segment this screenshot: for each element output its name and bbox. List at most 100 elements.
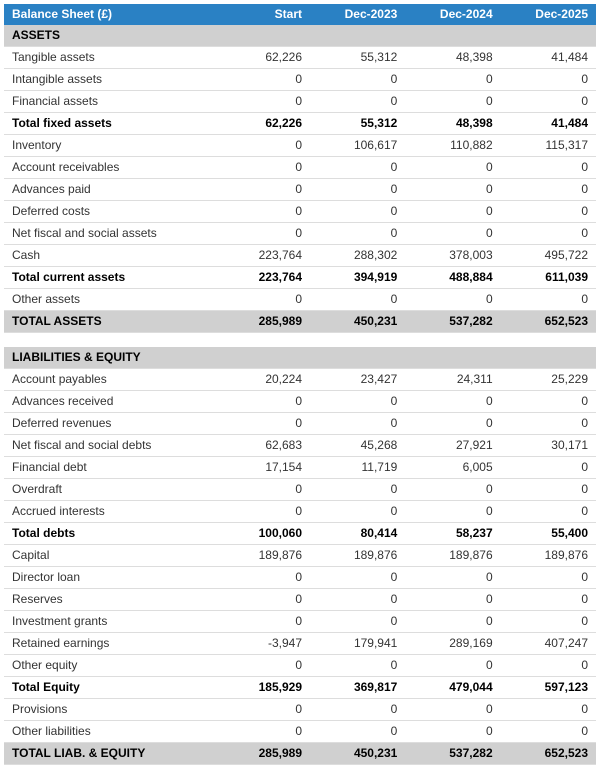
col-header: Dec-2023: [310, 4, 405, 25]
cell-value: 0: [405, 479, 500, 501]
cell-value: 0: [310, 721, 405, 743]
cell-value: 189,876: [310, 545, 405, 567]
cell-value: 24,311: [405, 369, 500, 391]
cell-value: 0: [215, 223, 310, 245]
cell-value: 0: [405, 201, 500, 223]
cell-value: 0: [310, 69, 405, 91]
cell-value: 110,882: [405, 135, 500, 157]
row-label: Reserves: [4, 589, 215, 611]
table-row: Financial assets0000: [4, 91, 596, 113]
cell-value: 0: [405, 179, 500, 201]
cell-value: 0: [310, 413, 405, 435]
section-label: LIABILITIES & EQUITY: [4, 347, 596, 369]
cell-value: 0: [405, 223, 500, 245]
cell-value: 378,003: [405, 245, 500, 267]
cell-value: 25,229: [501, 369, 596, 391]
cell-value: 488,884: [405, 267, 500, 289]
cell-value: 23,427: [310, 369, 405, 391]
table-row: Account receivables0000: [4, 157, 596, 179]
cell-value: 0: [310, 201, 405, 223]
row-label: Deferred costs: [4, 201, 215, 223]
cell-value: 0: [501, 567, 596, 589]
cell-value: 0: [501, 457, 596, 479]
cell-value: 0: [215, 479, 310, 501]
cell-value: 0: [215, 69, 310, 91]
cell-value: 11,719: [310, 457, 405, 479]
cell-value: 17,154: [215, 457, 310, 479]
cell-value: 62,683: [215, 435, 310, 457]
cell-value: 0: [405, 69, 500, 91]
table-row: Advances paid0000: [4, 179, 596, 201]
table-row: LIABILITIES & EQUITY: [4, 347, 596, 369]
cell-value: 27,921: [405, 435, 500, 457]
cell-value: 0: [405, 589, 500, 611]
table-row: ASSETS: [4, 25, 596, 47]
cell-value: 0: [310, 479, 405, 501]
cell-value: 0: [215, 135, 310, 157]
cell-value: 479,044: [405, 677, 500, 699]
table-row: Financial debt17,15411,7196,0050: [4, 457, 596, 479]
table-row: Cash223,764288,302378,003495,722: [4, 245, 596, 267]
cell-value: 0: [310, 179, 405, 201]
cell-value: 45,268: [310, 435, 405, 457]
cell-value: 0: [215, 611, 310, 633]
cell-value: 0: [215, 201, 310, 223]
cell-value: 0: [405, 501, 500, 523]
cell-value: 55,400: [501, 523, 596, 545]
cell-value: 0: [215, 289, 310, 311]
table-row: Deferred costs0000: [4, 201, 596, 223]
row-label: Other equity: [4, 655, 215, 677]
cell-value: 0: [501, 721, 596, 743]
cell-value: 652,523: [501, 311, 596, 333]
cell-value: 0: [215, 699, 310, 721]
cell-value: 285,989: [215, 311, 310, 333]
cell-value: 62,226: [215, 113, 310, 135]
col-header: Dec-2025: [501, 4, 596, 25]
cell-value: 289,169: [405, 633, 500, 655]
cell-value: 0: [405, 567, 500, 589]
table-row: Total fixed assets62,22655,31248,39841,4…: [4, 113, 596, 135]
cell-value: 285,989: [215, 743, 310, 765]
table-row: Provisions0000: [4, 699, 596, 721]
cell-value: 58,237: [405, 523, 500, 545]
cell-value: 179,941: [310, 633, 405, 655]
cell-value: 0: [405, 157, 500, 179]
table-row: Total Equity185,929369,817479,044597,123: [4, 677, 596, 699]
table-row: Account payables20,22423,42724,31125,229: [4, 369, 596, 391]
row-label: Overdraft: [4, 479, 215, 501]
col-header: Dec-2024: [405, 4, 500, 25]
cell-value: 597,123: [501, 677, 596, 699]
table-row: TOTAL LIAB. & EQUITY285,989450,231537,28…: [4, 743, 596, 765]
cell-value: 537,282: [405, 311, 500, 333]
row-label: Other liabilities: [4, 721, 215, 743]
table-row: Other liabilities0000: [4, 721, 596, 743]
cell-value: 189,876: [215, 545, 310, 567]
cell-value: 0: [215, 589, 310, 611]
cell-value: 0: [405, 699, 500, 721]
spacer-cell: [4, 333, 596, 348]
row-label: Other assets: [4, 289, 215, 311]
cell-value: 48,398: [405, 113, 500, 135]
cell-value: 0: [310, 91, 405, 113]
cell-value: 0: [215, 179, 310, 201]
cell-value: 0: [501, 699, 596, 721]
cell-value: 30,171: [501, 435, 596, 457]
cell-value: 0: [405, 289, 500, 311]
cell-value: 55,312: [310, 113, 405, 135]
cell-value: 0: [215, 721, 310, 743]
cell-value: 62,226: [215, 47, 310, 69]
cell-value: 185,929: [215, 677, 310, 699]
cell-value: 223,764: [215, 267, 310, 289]
cell-value: 450,231: [310, 743, 405, 765]
cell-value: 41,484: [501, 113, 596, 135]
cell-value: 288,302: [310, 245, 405, 267]
row-label: Inventory: [4, 135, 215, 157]
table-row: Total current assets223,764394,919488,88…: [4, 267, 596, 289]
cell-value: 0: [405, 655, 500, 677]
row-label: Investment grants: [4, 611, 215, 633]
table-row: Intangible assets0000: [4, 69, 596, 91]
cell-value: 0: [310, 589, 405, 611]
cell-value: 0: [215, 157, 310, 179]
row-label: TOTAL ASSETS: [4, 311, 215, 333]
row-label: Account payables: [4, 369, 215, 391]
